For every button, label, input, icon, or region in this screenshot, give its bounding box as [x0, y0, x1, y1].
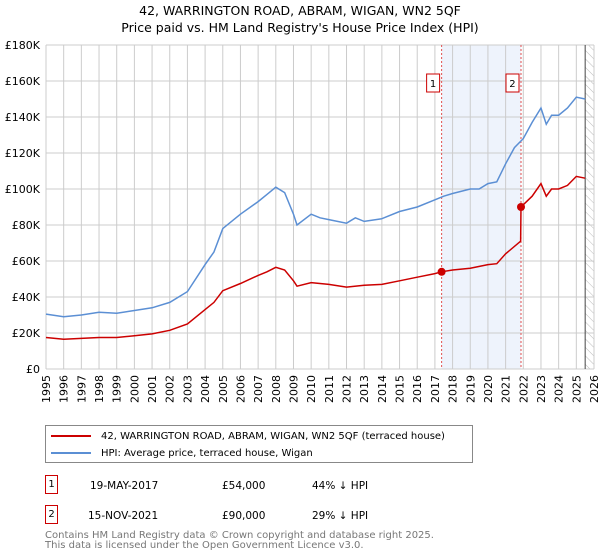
x-tick-label: 2005	[217, 375, 230, 403]
x-tick-label: 1997	[75, 375, 88, 403]
y-tick-label: £140K	[5, 111, 41, 124]
x-tick-label: 2024	[553, 375, 566, 403]
y-tick-label: £20K	[12, 327, 41, 340]
x-tick-label: 1998	[93, 375, 106, 403]
future-hatch	[585, 45, 594, 369]
x-tick-label: 2017	[429, 375, 442, 403]
x-tick-label: 1996	[58, 375, 71, 403]
series-line	[45, 96, 586, 318]
sale-hpi-diff: 44% ↓ HPI	[312, 480, 369, 492]
sale-price: £90,000	[222, 510, 266, 522]
sale-date: 15-NOV-2021	[88, 510, 159, 522]
y-tick-label: £40K	[12, 291, 41, 304]
x-tick-label: 2004	[199, 375, 212, 403]
y-tick-label: £180K	[5, 39, 41, 52]
x-tick-label: 2020	[482, 375, 495, 403]
sale-badge: 1	[45, 475, 58, 494]
legend-item-hpi: HPI: Average price, terraced house, Wiga…	[51, 446, 313, 460]
y-tick-label: £100K	[5, 183, 41, 196]
x-tick-label: 2002	[164, 375, 177, 403]
chart-title: 42, WARRINGTON ROAD, ABRAM, WIGAN, WN2 5…	[139, 3, 461, 18]
y-tick-label: £60K	[12, 255, 41, 268]
x-tick-label: 2022	[517, 375, 530, 403]
x-tick-label: 2018	[447, 375, 460, 403]
footer-copyright: Contains HM Land Registry data © Crown c…	[45, 530, 434, 541]
sale-marker-label: 2	[509, 79, 515, 90]
price-chart: 1995 1996 1997 1998 1999 2000 2001 2002 2003 2004…	[5, 39, 600, 403]
x-tick-label: 2012	[341, 375, 354, 403]
legend: 42, WARRINGTON ROAD, ABRAM, WIGAN, WN2 5…	[45, 425, 473, 463]
y-tick-label: £80K	[12, 219, 41, 232]
x-tick-label: 2026	[588, 375, 600, 403]
x-tick-label: 2007	[252, 375, 265, 403]
x-tick-label: 2021	[500, 375, 513, 403]
x-tick-label: 2003	[181, 375, 194, 403]
sale-row-1: 1 19-MAY-2017 £54,000 44% ↓ HPI	[45, 475, 445, 497]
sale-marker-badge	[505, 73, 520, 93]
series-line	[45, 175, 586, 341]
legend-label: HPI: Average price, terraced house, Wiga…	[101, 447, 313, 459]
y-tick-label: £0	[26, 363, 40, 376]
sale-price: £54,000	[222, 480, 266, 492]
sale-marker-badge	[426, 73, 441, 93]
shaded-period	[441, 45, 521, 369]
sale-badge: 2	[45, 505, 58, 524]
x-tick-label: 2023	[535, 375, 548, 403]
x-tick-label: 2016	[411, 375, 424, 403]
x-tick-label: 2019	[464, 375, 477, 403]
x-tick-label: 2000	[128, 375, 141, 403]
footer-license: This data is licensed under the Open Gov…	[45, 540, 364, 551]
sale-marker-label: 1	[430, 79, 436, 90]
x-tick-label: 2008	[270, 375, 283, 403]
y-tick-label: £160K	[5, 75, 41, 88]
x-tick-label: 2014	[376, 375, 389, 403]
footer: Contains HM Land Registry data © Crown c…	[45, 531, 434, 551]
x-tick-label: 1995	[40, 375, 53, 403]
sale-date: 19-MAY-2017	[90, 480, 159, 492]
x-tick-label: 2013	[358, 375, 371, 403]
x-tick-label: 2015	[394, 375, 407, 403]
y-tick-label: £120K	[5, 147, 41, 160]
legend-swatch-blue	[51, 452, 91, 454]
x-tick-label: 2010	[305, 375, 318, 403]
x-tick-label: 2009	[287, 375, 300, 403]
legend-label: 42, WARRINGTON ROAD, ABRAM, WIGAN, WN2 5…	[101, 430, 445, 442]
x-tick-label: 2006	[234, 375, 247, 403]
x-tick-label: 2025	[570, 375, 583, 403]
sale-hpi-diff: 29% ↓ HPI	[312, 510, 369, 522]
sale-row-2: 2 15-NOV-2021 £90,000 29% ↓ HPI	[45, 505, 445, 527]
x-tick-label: 2011	[323, 375, 336, 403]
legend-swatch-red	[51, 435, 91, 437]
sale-point	[516, 203, 525, 211]
legend-item-property: 42, WARRINGTON ROAD, ABRAM, WIGAN, WN2 5…	[51, 429, 445, 443]
x-tick-label: 1999	[111, 375, 124, 403]
sale-point	[437, 267, 446, 276]
x-tick-label: 2001	[146, 375, 159, 403]
chart-subtitle: Price paid vs. HM Land Registry's House …	[121, 20, 479, 35]
